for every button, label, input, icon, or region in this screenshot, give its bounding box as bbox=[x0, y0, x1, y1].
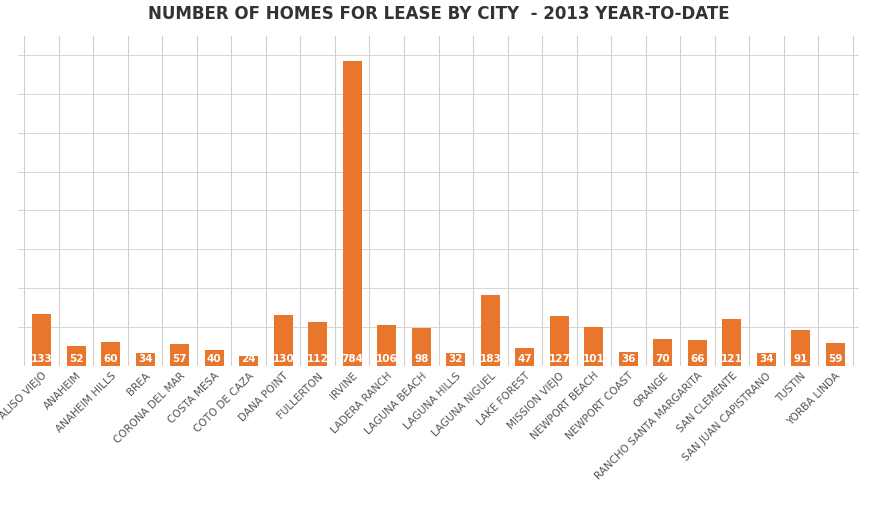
Bar bbox=[723, 319, 741, 366]
Bar bbox=[239, 357, 258, 366]
Text: 34: 34 bbox=[759, 354, 774, 364]
Bar bbox=[32, 314, 51, 366]
Text: 47: 47 bbox=[517, 354, 532, 364]
Bar bbox=[584, 327, 603, 366]
Bar bbox=[550, 316, 569, 366]
Text: 52: 52 bbox=[69, 354, 83, 364]
Text: 34: 34 bbox=[138, 354, 153, 364]
Text: 57: 57 bbox=[173, 354, 187, 364]
Text: 24: 24 bbox=[241, 354, 256, 364]
Bar bbox=[377, 325, 396, 366]
Text: 784: 784 bbox=[341, 354, 363, 364]
Bar bbox=[791, 330, 810, 366]
Bar bbox=[308, 322, 327, 366]
Text: 112: 112 bbox=[307, 354, 329, 364]
Text: 32: 32 bbox=[448, 354, 463, 364]
Text: 36: 36 bbox=[621, 354, 636, 364]
Text: 66: 66 bbox=[690, 354, 704, 364]
Bar bbox=[619, 352, 638, 366]
Text: 59: 59 bbox=[828, 354, 843, 364]
Text: 183: 183 bbox=[480, 354, 501, 364]
Bar bbox=[136, 353, 154, 366]
Text: 121: 121 bbox=[721, 354, 743, 364]
Text: 60: 60 bbox=[103, 354, 118, 364]
Text: 106: 106 bbox=[376, 354, 397, 364]
Text: 40: 40 bbox=[207, 354, 222, 364]
Bar bbox=[274, 315, 293, 366]
Bar bbox=[343, 61, 361, 366]
Bar bbox=[688, 340, 707, 366]
Text: 130: 130 bbox=[273, 354, 294, 364]
Text: 133: 133 bbox=[31, 354, 53, 364]
Bar bbox=[481, 295, 500, 366]
Bar bbox=[653, 338, 673, 366]
Bar bbox=[204, 350, 224, 366]
Text: 101: 101 bbox=[583, 354, 604, 364]
Bar bbox=[170, 343, 189, 366]
Text: 127: 127 bbox=[548, 354, 570, 364]
Bar bbox=[412, 328, 431, 366]
Text: 70: 70 bbox=[655, 354, 670, 364]
Bar bbox=[446, 354, 465, 366]
Bar bbox=[826, 343, 845, 366]
Text: 91: 91 bbox=[794, 354, 808, 364]
Bar bbox=[101, 342, 120, 366]
Bar bbox=[516, 347, 534, 366]
Text: 98: 98 bbox=[414, 354, 429, 364]
Title: NUMBER OF HOMES FOR LEASE BY CITY  - 2013 YEAR-TO-DATE: NUMBER OF HOMES FOR LEASE BY CITY - 2013… bbox=[147, 5, 730, 23]
Bar bbox=[67, 345, 86, 366]
Bar bbox=[757, 353, 776, 366]
